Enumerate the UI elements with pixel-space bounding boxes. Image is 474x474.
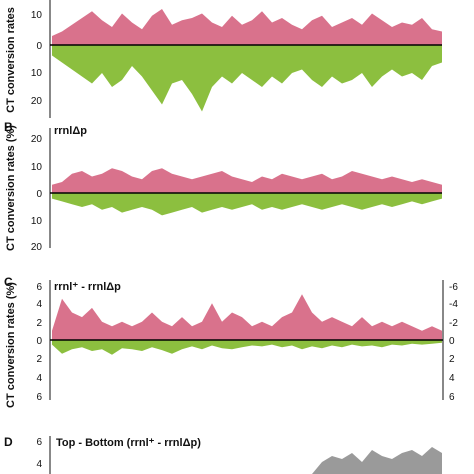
panel-b: B rrnlΔp 20 10 0 10 20 CT conversion rat… bbox=[4, 120, 442, 253]
panel-c-letter: C bbox=[4, 275, 13, 289]
panel-d-marks bbox=[52, 447, 442, 474]
panel-d-ytick: 4 bbox=[36, 459, 42, 470]
panel-d-ytick: 6 bbox=[36, 437, 42, 448]
panel-b-ylabel: CT conversion rates (%) bbox=[5, 125, 17, 251]
panel-a-top-area bbox=[52, 9, 442, 45]
panel-c-right-ytick: 2 bbox=[449, 354, 455, 365]
panel-c-marks bbox=[52, 294, 442, 355]
panel-b-bottom-area bbox=[52, 193, 442, 216]
panel-c-ylabel: CT conversion rates (%) bbox=[5, 282, 17, 408]
panel-a-marks bbox=[52, 9, 442, 112]
panel-c-ytick: 6 bbox=[36, 392, 42, 403]
panel-d-title: Top - Bottom (rrnl⁺ - rrnlΔp) bbox=[56, 437, 201, 449]
panel-c-right-ytick: -2 bbox=[449, 318, 458, 329]
panel-d-letter: D bbox=[4, 435, 13, 449]
panel-b-ytick: 20 bbox=[31, 242, 43, 253]
panel-b-title: rrnlΔp bbox=[54, 125, 87, 137]
panel-c-right-ytick: 0 bbox=[449, 336, 455, 347]
panel-b-ytick: 10 bbox=[31, 162, 43, 173]
panel-b-marks bbox=[52, 168, 442, 216]
panel-c-ytick: 2 bbox=[36, 354, 42, 365]
panel-d-top-area bbox=[52, 447, 442, 474]
panel-b-top-area bbox=[52, 168, 442, 193]
panel-c-title: rrnl⁺ - rrnlΔp bbox=[54, 281, 121, 293]
panel-c-right-ytick: 4 bbox=[449, 373, 455, 384]
panel-b-letter: B bbox=[4, 120, 13, 134]
panel-a-ytick: 0 bbox=[36, 41, 42, 52]
panel-c-right-ytick: -4 bbox=[449, 299, 458, 310]
panel-a-bottom-area bbox=[52, 45, 442, 112]
panel-b-ytick: 0 bbox=[36, 189, 42, 200]
panel-c-ytick: 2 bbox=[36, 318, 42, 329]
panel-a: 10 0 10 20 CT conversion rates bbox=[5, 0, 442, 118]
panel-c-ytick: 6 bbox=[36, 282, 42, 293]
panel-c-bottom-area bbox=[52, 340, 442, 355]
panel-a-ytick: 10 bbox=[31, 68, 43, 79]
panel-b-ytick: 10 bbox=[31, 216, 43, 227]
panel-a-ylabel: CT conversion rates bbox=[5, 7, 17, 113]
panel-c: C rrnl⁺ - rrnlΔp 6 4 2 0 2 4 6 -6 -4 -2 … bbox=[4, 275, 458, 408]
panel-c-right-ytick: 6 bbox=[449, 392, 455, 403]
panel-c-ytick: 0 bbox=[36, 336, 42, 347]
panel-d: D Top - Bottom (rrnl⁺ - rrnlΔp) 6 4 bbox=[4, 435, 442, 474]
panel-c-right-ytick: -6 bbox=[449, 282, 458, 293]
panel-c-ytick: 4 bbox=[36, 299, 42, 310]
panel-a-ytick: 20 bbox=[31, 96, 43, 107]
panel-c-ytick: 4 bbox=[36, 373, 42, 384]
panel-a-ytick: 10 bbox=[31, 10, 43, 21]
panel-b-ytick: 20 bbox=[31, 134, 43, 145]
panel-c-top-area bbox=[52, 294, 442, 340]
